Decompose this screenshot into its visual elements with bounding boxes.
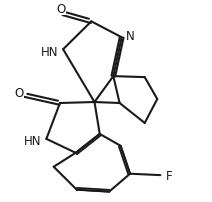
Text: O: O bbox=[15, 86, 24, 99]
Text: O: O bbox=[56, 3, 66, 16]
Text: F: F bbox=[165, 169, 172, 182]
Text: HN: HN bbox=[24, 135, 42, 148]
Text: HN: HN bbox=[41, 45, 58, 58]
Text: N: N bbox=[126, 30, 134, 43]
